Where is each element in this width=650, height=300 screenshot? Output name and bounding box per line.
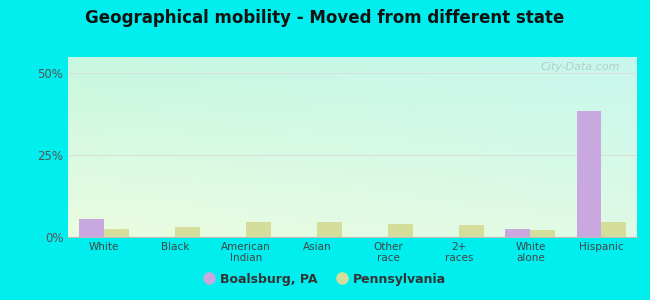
Bar	[246, 222, 271, 237]
Bar	[175, 227, 200, 237]
Bar	[460, 225, 484, 237]
Bar	[388, 224, 413, 237]
Bar	[104, 229, 129, 237]
Legend: Boalsburg, PA, Pennsylvania: Boalsburg, PA, Pennsylvania	[199, 268, 451, 291]
Bar	[577, 111, 601, 237]
Bar	[506, 229, 530, 237]
Bar	[530, 230, 555, 237]
Bar	[317, 222, 342, 237]
Bar	[79, 219, 104, 237]
Text: Geographical mobility - Moved from different state: Geographical mobility - Moved from diffe…	[85, 9, 565, 27]
Bar	[601, 222, 627, 237]
Text: City-Data.com: City-Data.com	[540, 62, 620, 72]
